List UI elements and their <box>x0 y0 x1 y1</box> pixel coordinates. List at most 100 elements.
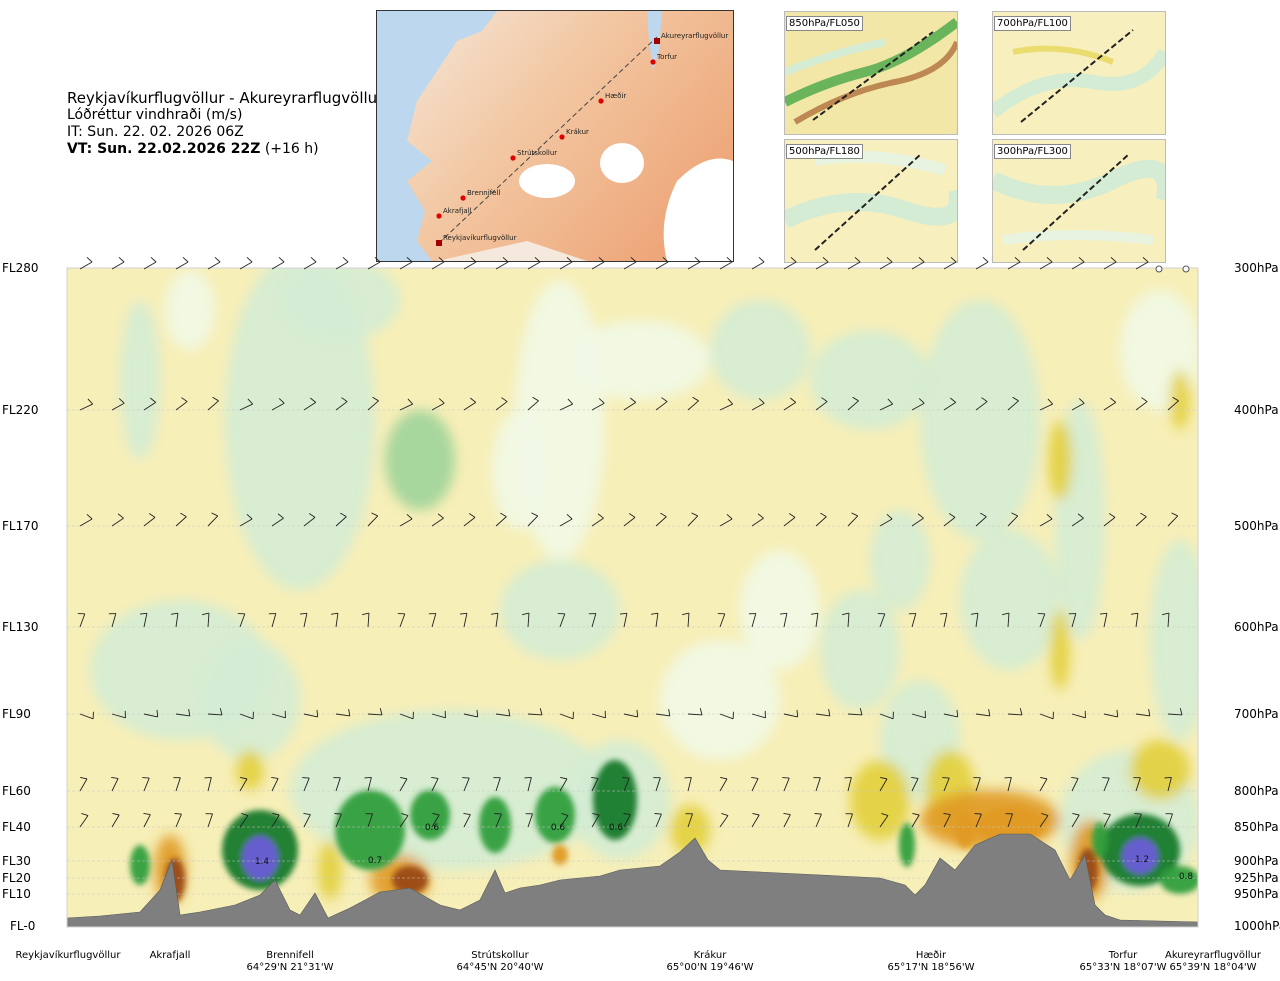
wind-barb <box>335 512 347 527</box>
field-region <box>500 560 620 660</box>
wind-barb <box>207 396 219 411</box>
wind-barb <box>813 777 821 792</box>
terrain-profile <box>67 833 1198 927</box>
wind-barb <box>1007 512 1019 527</box>
contour-label: 1.2 <box>1135 855 1149 865</box>
field-region <box>280 268 400 340</box>
thumbnail-300hPa[interactable]: 300hPa/FL300 <box>992 139 1166 263</box>
wind-barb <box>810 612 819 628</box>
wind-barb <box>847 396 859 411</box>
wind-barb <box>463 812 471 828</box>
contour-label: 1.4 <box>255 857 270 867</box>
wind-barb <box>428 613 437 628</box>
wind-barb <box>751 256 765 270</box>
pressure-level-label: 400hPa <box>1234 403 1279 417</box>
wind-barb <box>463 513 476 527</box>
wind-barb <box>847 512 859 527</box>
wind-barb <box>1039 513 1053 527</box>
route-title: Reykjavíkurflugvöllur - Akureyrarflugvöl… <box>67 89 384 107</box>
wind-barb <box>1037 613 1046 628</box>
thumbnail-label: 850hPa/FL050 <box>786 16 863 31</box>
wind-barb <box>271 256 285 270</box>
wind-barb <box>174 813 182 828</box>
waypoint-label: Akrafjall <box>110 950 230 962</box>
thumbnail-500hPa[interactable]: 500hPa/FL180 <box>784 139 958 263</box>
wind-barb <box>943 256 957 270</box>
wind-barb <box>751 710 766 719</box>
waypoint-name: Strútskollur <box>471 950 529 961</box>
waypoint-coord: 65°39'N 18°04'W <box>1169 962 1257 973</box>
thumbnail-700hPa[interactable]: 700hPa/FL100 <box>992 11 1166 135</box>
wind-barb <box>1039 256 1053 270</box>
wind-barb <box>559 398 574 411</box>
field-core <box>955 812 975 848</box>
pressure-level-label: 700hPa <box>1234 707 1279 721</box>
wind-barb <box>170 612 179 628</box>
field-region <box>1170 370 1190 430</box>
contour-label: 0.7 <box>368 856 382 866</box>
wind-barb <box>303 812 311 828</box>
wind-barb <box>302 777 310 792</box>
wind-barb <box>459 612 468 628</box>
plot-frame <box>66 267 1199 928</box>
waypoint-name: Reykjavíkurflugvöllur <box>15 950 121 961</box>
route-map-svg: Akureyrarflugvöllur Torfur Hæðir Krákur Strú… <box>377 11 733 261</box>
wind-barb <box>877 613 886 628</box>
wind-barb <box>1039 711 1054 720</box>
thumbnail-label: 500hPa/FL180 <box>786 144 863 159</box>
wind-barb <box>943 397 957 411</box>
wind-barb <box>1004 776 1012 792</box>
wind-barb <box>650 612 659 628</box>
wind-barb <box>495 397 508 411</box>
field-core <box>242 836 278 880</box>
wind-barb <box>687 396 699 411</box>
route-waypoint: Akureyrarflugvöllur <box>654 32 728 44</box>
wind-barb <box>495 708 511 717</box>
waypoint-label: Brennifell 64°29'N 21°31'W <box>230 950 350 974</box>
wind-barb <box>143 256 157 270</box>
wind-barb <box>399 711 414 720</box>
thumb-500-svg <box>785 140 957 262</box>
flight-level-label: FL30 <box>2 854 31 868</box>
wind-barb <box>942 777 950 792</box>
wind-barb <box>207 708 223 716</box>
wind-barb <box>719 256 733 270</box>
thumb-700-svg <box>993 12 1165 134</box>
wind-barb <box>367 396 379 411</box>
wind-barb <box>494 813 502 828</box>
wind-barb <box>239 776 248 792</box>
wind-barb <box>623 709 639 718</box>
wind-barb <box>623 513 636 527</box>
wind-barb <box>782 777 790 792</box>
contour-label: 0.6 <box>609 823 624 833</box>
wind-barb <box>1135 256 1149 270</box>
wind-barb <box>399 813 409 828</box>
wind-barb <box>1135 708 1151 717</box>
wind-barb <box>783 256 797 270</box>
wind-barb <box>1071 398 1085 411</box>
wind-barb <box>303 256 317 270</box>
field-core <box>410 790 450 840</box>
route-waypoint-label: Strútskollur <box>517 149 557 157</box>
thumbnail-850hPa[interactable]: 850hPa/FL050 <box>784 11 958 135</box>
wind-barb <box>879 711 894 720</box>
wind-barb <box>111 398 125 411</box>
wind-barb <box>367 256 381 270</box>
route-waypoint: Strútskollur <box>510 149 557 161</box>
wind-barb <box>842 612 850 628</box>
thumbnail-label: 700hPa/FL100 <box>994 16 1071 31</box>
plot-area: 1.4 0.7 0.6 0.6 0.6 1.2 0.8 <box>67 268 1198 927</box>
wind-barb <box>682 612 690 628</box>
field-region <box>810 330 930 430</box>
sea-west <box>377 11 497 261</box>
wind-barb <box>239 813 249 828</box>
wind-barb <box>431 710 446 719</box>
waypoint-coord: 65°17'N 18°56'W <box>887 962 975 973</box>
wind-barb <box>1133 777 1141 792</box>
field-region <box>740 550 820 670</box>
glacier-hofsjokull <box>600 143 644 183</box>
wind-barb <box>463 709 479 718</box>
wind-barb <box>1002 612 1010 628</box>
lowland-south <box>437 241 587 261</box>
